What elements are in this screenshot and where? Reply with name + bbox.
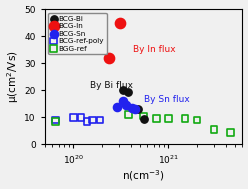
BCG-ref-poly: [85, 120, 89, 123]
BCG-Sn: [115, 105, 119, 108]
BCG-ref-poly: [98, 119, 102, 122]
BCG-Bi: [136, 108, 140, 111]
BCG-Sn: [130, 106, 134, 109]
BCG-In: [107, 56, 111, 59]
BGG-ref: [155, 117, 158, 120]
BCG-ref-poly: [91, 119, 95, 122]
BCG-ref-poly: [54, 119, 58, 122]
BCG-Sn: [121, 100, 124, 103]
BGG-ref: [229, 131, 233, 134]
BCG-Bi: [142, 117, 146, 120]
BCG-ref-poly: [71, 116, 75, 119]
BGG-ref: [183, 117, 187, 120]
Y-axis label: μ(cm$^2$/Vs): μ(cm$^2$/Vs): [5, 50, 21, 103]
Text: By Sn flux: By Sn flux: [144, 95, 189, 105]
Text: By Bi flux: By Bi flux: [90, 81, 133, 90]
BGG-ref: [54, 120, 58, 123]
BCG-Bi: [126, 90, 130, 93]
BGG-ref: [212, 128, 216, 131]
Legend: BCG-Bi, BCG-In, BCG-Sn, BCG-ref-poly, BGG-ref: BCG-Bi, BCG-In, BCG-Sn, BCG-ref-poly, BG…: [48, 13, 107, 54]
BCG-Sn: [133, 108, 137, 111]
BCG-Bi: [121, 89, 124, 92]
BGG-ref: [142, 115, 146, 118]
BCG-Sn: [124, 104, 128, 107]
BGG-ref: [195, 119, 199, 122]
Text: By In flux: By In flux: [133, 45, 175, 54]
BGG-ref: [126, 113, 130, 116]
X-axis label: n(cm$^{-3}$): n(cm$^{-3}$): [122, 169, 165, 184]
BCG-ref-poly: [79, 116, 83, 119]
BGG-ref: [166, 117, 170, 120]
BCG-In: [118, 21, 122, 24]
